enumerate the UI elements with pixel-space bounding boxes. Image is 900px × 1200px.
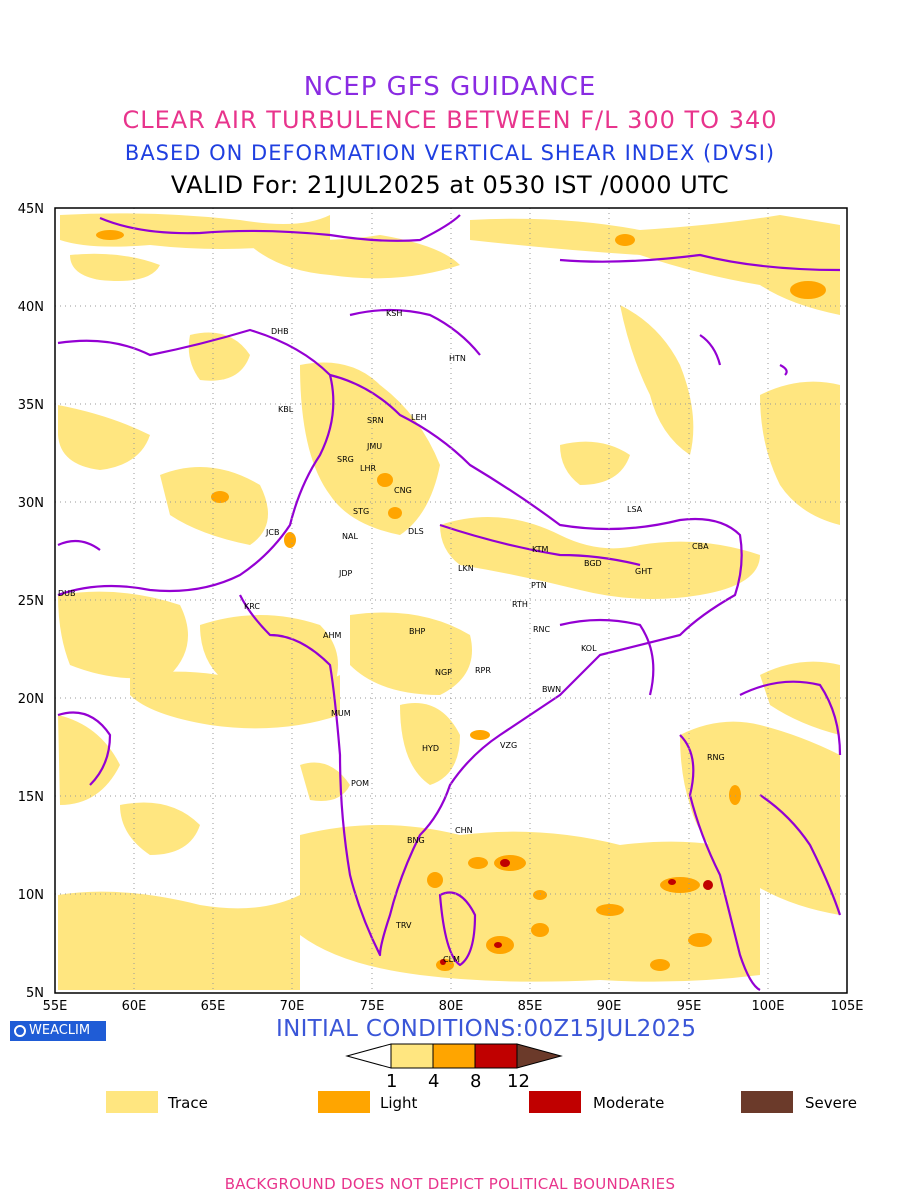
logo-text: WEACLIM	[29, 1023, 91, 1038]
lat-label: 45N	[18, 202, 44, 217]
colorbar-tick: 1	[386, 1071, 398, 1092]
station-label: CBA	[692, 542, 709, 551]
lat-label: 30N	[18, 496, 44, 511]
station-label: KOL	[581, 644, 597, 653]
colorbar-tick: 8	[470, 1071, 482, 1092]
legend-swatch-light	[318, 1091, 370, 1113]
colorbar-low-triangle	[345, 1043, 392, 1069]
lon-label: 100E	[751, 999, 784, 1014]
legend-label-trace: Trace	[168, 1094, 208, 1112]
station-label: HTN	[449, 354, 466, 363]
colorbar	[345, 1043, 563, 1069]
colorbar-trace-segment	[390, 1043, 434, 1069]
station-label: LEH	[411, 413, 427, 422]
latitude-labels: 45N 40N 35N 30N 25N 20N 15N 10N 5N	[18, 202, 44, 1001]
station-label: DHB	[271, 327, 289, 336]
lon-label: 95E	[677, 999, 702, 1014]
lon-label: 85E	[518, 999, 543, 1014]
colorbar-moderate-segment	[474, 1043, 518, 1069]
station-label: BGD	[584, 559, 602, 568]
legend-swatch-moderate	[529, 1091, 581, 1113]
title-method: BASED ON DEFORMATION VERTICAL SHEAR INDE…	[124, 141, 776, 165]
lat-label: 10N	[18, 888, 44, 903]
station-label: GHT	[635, 567, 652, 576]
lat-label: 40N	[18, 300, 44, 315]
lon-label: 70E	[280, 999, 305, 1014]
station-label: KTM	[532, 545, 549, 554]
station-labels: KSH DHB HTN KBL SRN LEH JMU SRG LHR CNG …	[58, 309, 725, 964]
station-label: KBL	[278, 405, 294, 414]
station-label: STG	[353, 507, 369, 516]
legend-swatch-trace	[106, 1091, 158, 1113]
station-label: JMU	[366, 442, 382, 451]
legend-label-severe: Severe	[805, 1094, 857, 1112]
station-label: DLS	[408, 527, 424, 536]
station-label: KSH	[386, 309, 402, 318]
lat-label: 20N	[18, 692, 44, 707]
station-label: BNG	[407, 836, 425, 845]
station-label: LKN	[458, 564, 474, 573]
turbulence-map: 55E 60E 65E 70E 75E 80E 85E 90E 95E 100E…	[18, 202, 864, 1014]
station-label: CHN	[455, 826, 473, 835]
lat-lon-grid	[55, 208, 847, 993]
station-label: BHP	[409, 627, 426, 636]
station-label: PTN	[531, 581, 547, 590]
colorbar-tick: 4	[428, 1071, 440, 1092]
station-label: SRN	[367, 416, 384, 425]
station-label: KRC	[244, 602, 260, 611]
station-label: BWN	[542, 685, 561, 694]
disclaimer-footer: BACKGROUND DOES NOT DEPICT POLITICAL BOU…	[224, 1175, 676, 1193]
logo-circle-icon	[14, 1025, 26, 1037]
station-label: RTH	[512, 600, 528, 609]
weaclim-logo: WEACLIM	[10, 1021, 106, 1041]
station-label: RNC	[533, 625, 551, 634]
lon-label: 65E	[201, 999, 226, 1014]
map-frame	[54, 207, 848, 994]
station-label: CLM	[443, 955, 460, 964]
station-label: TRV	[395, 921, 412, 930]
station-label: MUM	[331, 709, 351, 718]
station-label: RNG	[707, 753, 725, 762]
station-label: VZG	[500, 741, 517, 750]
station-label: POM	[351, 779, 369, 788]
title-model: NCEP GFS GUIDANCE	[303, 72, 597, 102]
lon-label: 90E	[597, 999, 622, 1014]
lat-label: 25N	[18, 594, 44, 609]
title-product: CLEAR AIR TURBULENCE BETWEEN F/L 300 TO …	[122, 106, 778, 134]
station-label: SRG	[337, 455, 354, 464]
longitude-labels: 55E 60E 65E 70E 75E 80E 85E 90E 95E 100E…	[43, 999, 864, 1014]
station-label: HYD	[422, 744, 439, 753]
station-label: RPR	[475, 666, 491, 675]
legend-label-moderate: Moderate	[593, 1094, 665, 1112]
station-label: NGP	[435, 668, 452, 677]
title-valid-time: VALID For: 21JUL2025 at 0530 IST /0000 U…	[170, 171, 730, 199]
lon-label: 75E	[360, 999, 385, 1014]
legend-swatch-severe	[741, 1091, 793, 1113]
turbulence-fields	[57, 213, 842, 991]
station-label: LHR	[360, 464, 376, 473]
station-label: LSA	[627, 505, 643, 514]
lat-label: 5N	[26, 986, 44, 1001]
station-label: CNG	[394, 486, 412, 495]
station-label: JCB	[265, 528, 279, 537]
legend-label-light: Light	[380, 1094, 418, 1112]
station-label: AHM	[323, 631, 341, 640]
lon-label: 60E	[122, 999, 147, 1014]
colorbar-tick: 12	[507, 1071, 530, 1092]
initial-conditions: INITIAL CONDITIONS:00Z15JUL2025	[276, 1016, 697, 1042]
lon-label: 80E	[439, 999, 464, 1014]
colorbar-light-segment	[432, 1043, 476, 1069]
lat-label: 35N	[18, 398, 44, 413]
station-label: NAL	[342, 532, 358, 541]
lon-label: 105E	[830, 999, 863, 1014]
lon-label: 55E	[43, 999, 68, 1014]
station-label: JDP	[338, 569, 353, 578]
colorbar-severe-triangle	[516, 1043, 563, 1069]
lat-label: 15N	[18, 790, 44, 805]
station-label: DUB	[58, 589, 76, 598]
